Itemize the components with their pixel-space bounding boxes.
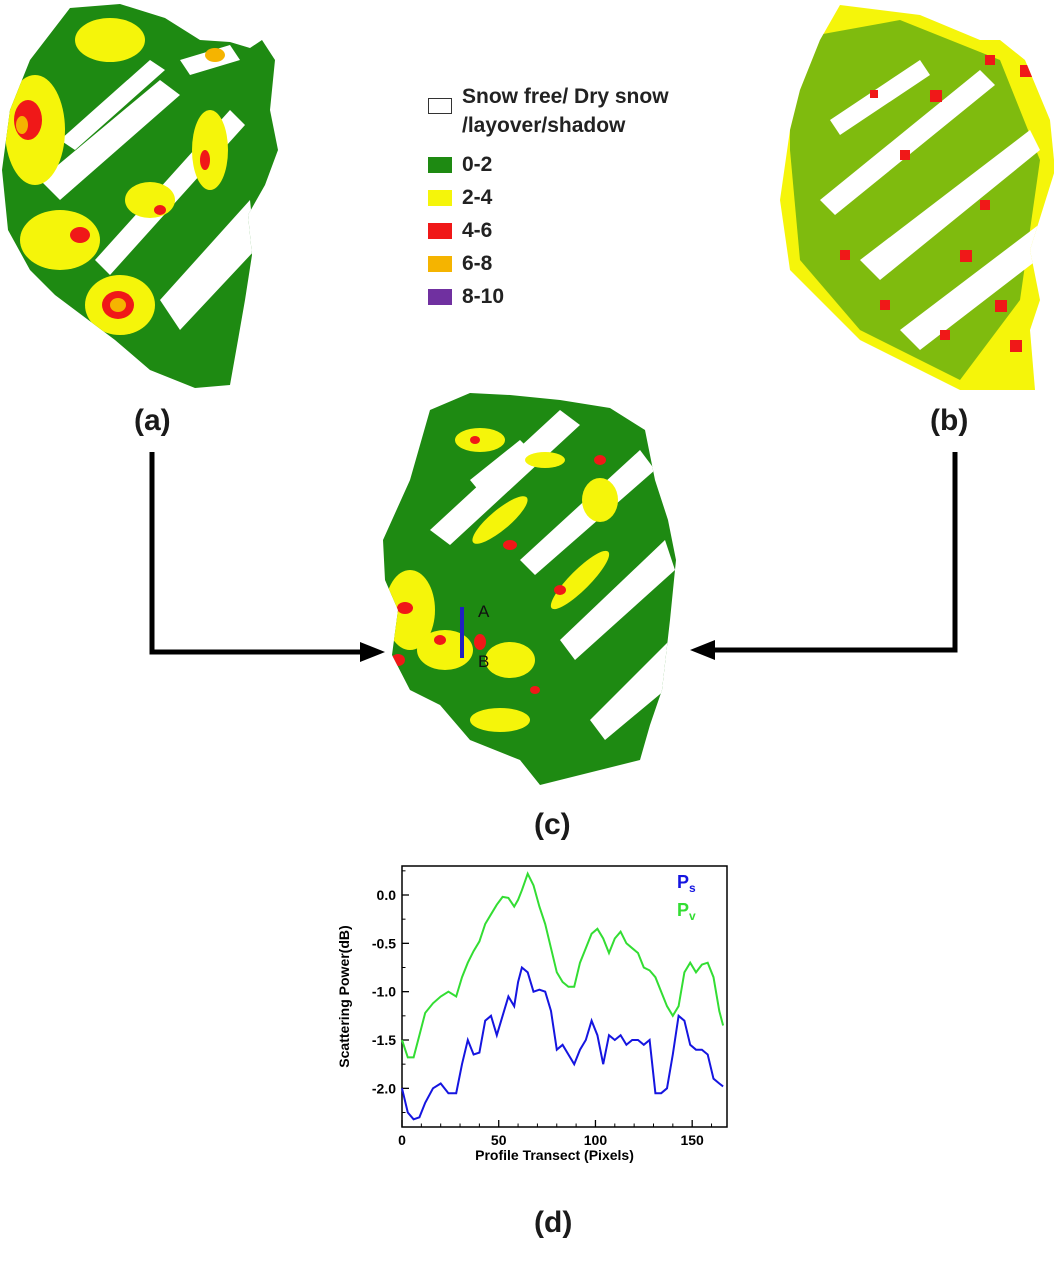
legend-label: 8-10 (462, 285, 505, 308)
legend-label-line1: Snow free/ Dry snow (462, 85, 669, 108)
legend-swatch (428, 222, 452, 239)
legend-label: 2-4 (462, 186, 493, 209)
arrow-a-to-c (149, 452, 365, 655)
scattering-power-chart: 0 50 100 150 0.0 -0.5 -1.0 -1.5 -2.0 Profile Tran… (336, 865, 728, 1163)
legend-item-4-6: 4-6 (428, 214, 669, 247)
legend-entry-ps: Ps (677, 872, 696, 895)
legend-item-2-4: 2-4 (428, 181, 669, 214)
panel-label-c: (c) (534, 808, 571, 841)
x-tick-label: 100 (584, 1132, 608, 1148)
snow-legend: Snow free/ Dry snow /layover/shadow 0-2 … (428, 86, 669, 313)
y-tick-label: -1.0 (372, 984, 396, 1000)
legend-item-0-2: 0-2 (428, 148, 669, 181)
y-axis-label: Scattering Power(dB) (336, 925, 352, 1067)
legend-swatch (428, 288, 452, 305)
legend-swatch (428, 98, 452, 114)
y-tick-label: -0.5 (372, 935, 396, 951)
x-tick-label: 0 (398, 1132, 406, 1148)
transect-label-b: B (478, 652, 489, 671)
legend-swatch (428, 255, 452, 272)
y-tick-label: 0.0 (377, 887, 397, 903)
panel-label-b: (b) (930, 404, 969, 437)
legend-label: 0-2 (462, 153, 493, 176)
legend-item-snow-free: Snow free/ Dry snow /layover/shadow (428, 86, 669, 148)
legend-label: 6-8 (462, 252, 493, 275)
series-line-ps (401, 965, 724, 1121)
legend-swatch (428, 156, 452, 173)
series-line-pv (401, 871, 725, 1059)
flow-arrows (149, 452, 958, 655)
x-axis-label: Profile Transect (Pixels) (475, 1147, 634, 1163)
y-tick-label: -1.5 (372, 1032, 396, 1048)
panel-label-d: (d) (534, 1206, 573, 1239)
legend-label-line2: /layover/shadow (462, 114, 626, 137)
arrow-b-to-c (710, 452, 958, 653)
legend-entry-pv: Pv (677, 900, 696, 923)
snow-map-a (2, 4, 278, 388)
arrowhead-left-icon (690, 640, 715, 660)
snow-map-c: A B (383, 393, 676, 785)
panel-label-a: (a) (134, 404, 171, 437)
transect-label-a: A (478, 602, 490, 621)
legend-item-8-10: 8-10 (428, 280, 669, 313)
legend-swatch (428, 189, 452, 206)
x-tick-label: 50 (491, 1132, 507, 1148)
arrowhead-right-icon (360, 642, 385, 662)
x-tick-label: 150 (680, 1132, 704, 1148)
y-tick-label: -2.0 (372, 1080, 396, 1096)
legend-label: 4-6 (462, 219, 493, 242)
snow-map-b (780, 5, 1054, 390)
legend-item-6-8: 6-8 (428, 247, 669, 280)
plot-frame (401, 865, 728, 1128)
